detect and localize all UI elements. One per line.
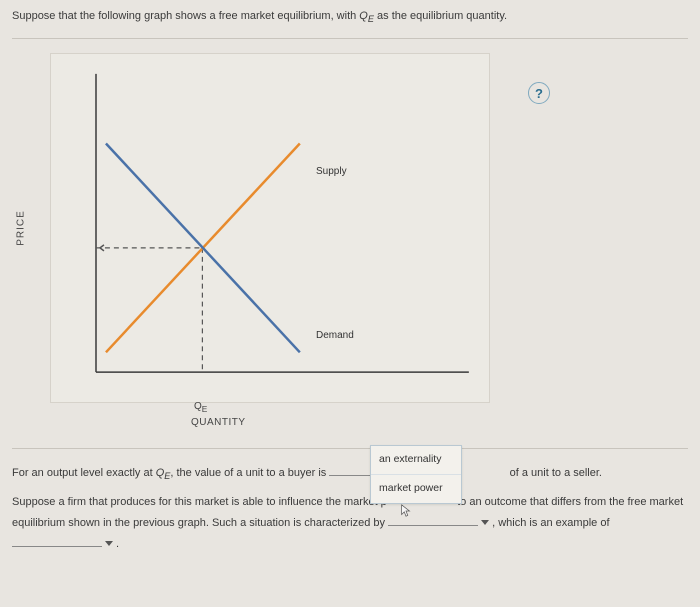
chart-svg [51,54,489,402]
help-button[interactable]: ? [528,82,550,104]
help-icon: ? [535,86,543,101]
intro-var: Q [359,10,368,22]
question-intro: Suppose that the following graph shows a… [0,0,700,30]
dropdown-menu[interactable]: an externality market power [370,445,462,504]
divider-top [12,38,688,39]
cursor-icon [399,504,413,518]
demand-label: Demand [316,330,354,341]
blank-3[interactable] [12,535,102,547]
qe-tick-label: QE [194,401,207,414]
chevron-down-icon[interactable] [105,541,113,546]
equilibrium-chart: PRICE Supply Demand QE QUANTITY [50,53,490,403]
question-body: For an output level exactly at QE, the v… [0,449,700,554]
supply-label: Supply [316,166,347,177]
x-axis-label: QUANTITY [191,417,246,428]
chevron-down-icon[interactable] [481,520,489,525]
dropdown-option-marketpower[interactable]: market power [371,475,461,503]
paragraph-1: For an output level exactly at QE, the v… [12,463,688,486]
y-axis-label: PRICE [16,210,27,246]
dropdown-option-externality[interactable]: an externality [371,446,461,475]
paragraph-2: Suppose a firm that produces for this ma… [12,492,688,555]
intro-text-post: as the equilibrium quantity. [374,10,507,22]
intro-text-pre: Suppose that the following graph shows a… [12,10,359,22]
